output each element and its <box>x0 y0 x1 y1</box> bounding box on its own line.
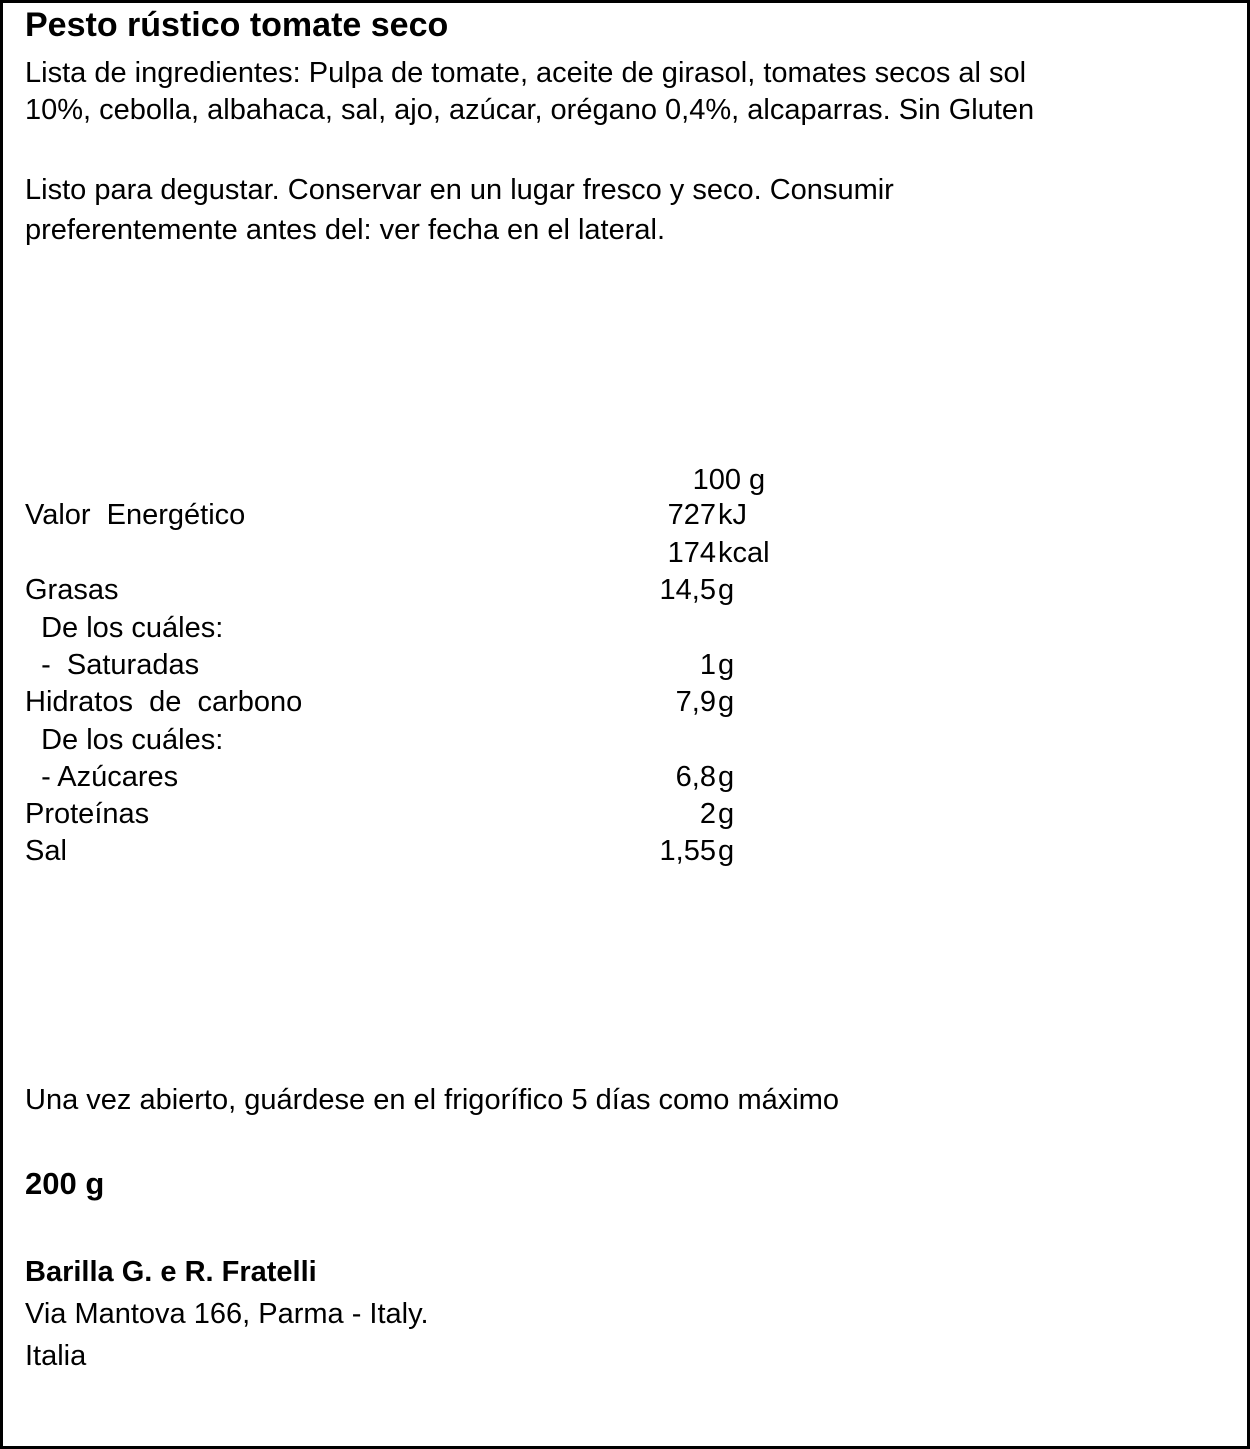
manufacturer-country: Italia <box>25 1340 87 1372</box>
row-label: Proteínas <box>25 798 150 830</box>
header-amount: 100 <box>692 464 741 496</box>
row-value: 14,5 <box>659 574 716 606</box>
row-label: Sal <box>25 835 67 867</box>
nutrition-row: De los cuáles: <box>25 610 925 647</box>
nutrition-row: 174 kcal <box>25 535 925 572</box>
product-title: Pesto rústico tomate seco <box>25 6 449 44</box>
net-weight: 200 g <box>25 1166 105 1201</box>
row-label: Valor Energético <box>25 499 246 531</box>
nutrition-row: - Azúcares 6,8 g <box>25 759 925 796</box>
row-label: De los cuáles: <box>25 724 224 756</box>
row-value: 6,8 <box>675 761 716 793</box>
manufacturer-address: Via Mantova 166, Parma - Italy. <box>25 1298 429 1330</box>
row-value: 7,9 <box>675 686 716 718</box>
nutrition-row: Valor Energético 727 kJ <box>25 497 925 534</box>
row-unit: g <box>718 835 735 867</box>
row-label: Hidratos de carbono <box>25 686 303 718</box>
row-unit: kcal <box>718 537 770 569</box>
nutrition-row: - Saturadas 1 g <box>25 647 925 684</box>
nutrition-row: Hidratos de carbono 7,9 g <box>25 684 925 721</box>
ingredients-line-1: Lista de ingredientes: Pulpa de tomate, … <box>25 57 1027 89</box>
row-value: 1 <box>699 649 716 681</box>
storage-line-2: preferentemente antes del: ver fecha en … <box>25 214 665 246</box>
row-value: 727 <box>667 499 716 531</box>
row-label: Grasas <box>25 574 119 606</box>
row-value: 1,55 <box>659 835 716 867</box>
nutrition-row: Grasas 14,5 g <box>25 572 925 609</box>
ingredients-line-2: 10%, cebolla, albahaca, sal, ajo, azúcar… <box>25 94 1035 126</box>
row-unit: g <box>718 574 735 606</box>
row-unit: g <box>718 686 735 718</box>
row-unit: kJ <box>718 499 747 531</box>
row-label: - Saturadas <box>25 649 200 681</box>
manufacturer-name: Barilla G. e R. Fratelli <box>25 1256 317 1288</box>
row-unit: g <box>718 798 735 830</box>
nutrition-row: Sal 1,55 g <box>25 833 925 870</box>
row-value: 174 <box>667 537 716 569</box>
row-value: 2 <box>699 798 716 830</box>
nutrition-row: Proteínas 2 g <box>25 796 925 833</box>
row-label: De los cuáles: <box>25 612 224 644</box>
row-label: - Azúcares <box>25 761 179 793</box>
after-opening-note: Una vez abierto, guárdese en el frigoríf… <box>25 1084 840 1116</box>
row-unit: g <box>718 649 735 681</box>
nutrition-row: De los cuáles: <box>25 722 925 759</box>
storage-line-1: Listo para degustar. Conservar en un lug… <box>25 174 894 206</box>
row-unit: g <box>718 761 735 793</box>
nutrition-header: 100 g <box>25 462 925 499</box>
header-unit: g <box>749 464 766 496</box>
